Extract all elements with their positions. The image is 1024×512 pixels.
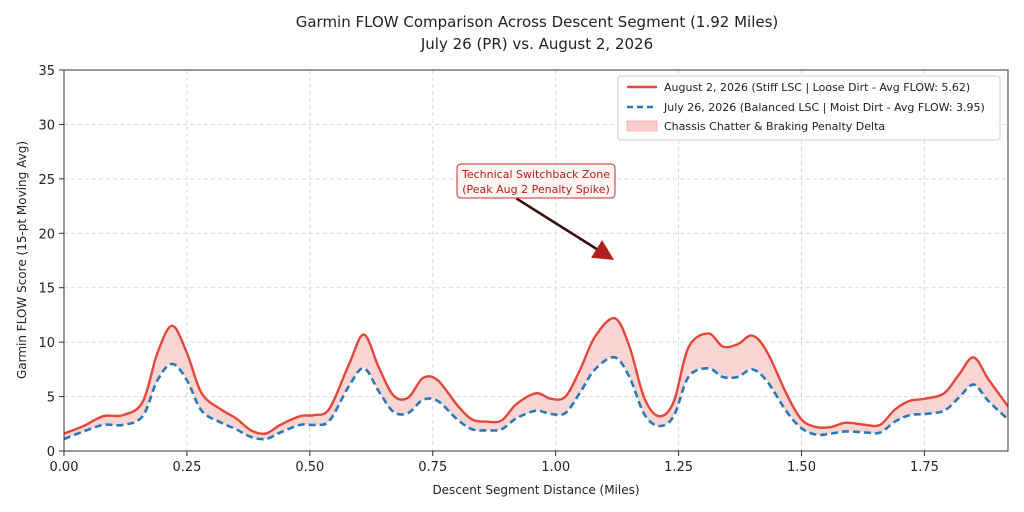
penalty-delta-fill-layer bbox=[64, 318, 1008, 440]
chart-subtitle: July 26 (PR) vs. August 2, 2026 bbox=[420, 35, 653, 53]
y-tick-label-4: 20 bbox=[38, 227, 55, 242]
y-tick-label-1: 5 bbox=[47, 391, 55, 406]
y-tick-label-7: 35 bbox=[38, 64, 55, 79]
penalty-delta-fill bbox=[64, 318, 1008, 440]
annotation-text-line-1: (Peak Aug 2 Penalty Spike) bbox=[462, 183, 610, 196]
x-tick-label-6: 1.50 bbox=[787, 460, 816, 475]
y-tick-label-5: 25 bbox=[38, 173, 55, 188]
x-axis-label: Descent Segment Distance (Miles) bbox=[432, 483, 639, 497]
legend-box bbox=[617, 75, 1001, 141]
y-tick-label-2: 10 bbox=[38, 336, 55, 351]
annotation: Technical Switchback Zone (Peak Aug 2 Pen… bbox=[456, 163, 616, 261]
y-tick-label-6: 30 bbox=[38, 118, 55, 133]
legend-label-penalty-delta: Chassis Chatter & Braking Penalty Delta bbox=[664, 120, 885, 133]
x-tick-label-4: 1.00 bbox=[541, 460, 570, 475]
series-line-jul26 bbox=[63, 355, 1009, 441]
y-axis-label: Garmin FLOW Score (15-pt Moving Avg) bbox=[15, 141, 29, 379]
annotation-arrow bbox=[515, 197, 615, 261]
x-tick-label-1: 0.25 bbox=[172, 460, 201, 475]
series-layer bbox=[63, 316, 1009, 441]
plot-frame bbox=[63, 69, 1009, 452]
x-tick-label-0: 0.00 bbox=[50, 460, 79, 475]
y-tick-label-3: 15 bbox=[38, 282, 55, 297]
x-tick-label-5: 1.25 bbox=[664, 460, 693, 475]
legend-swatch-penalty-delta bbox=[626, 120, 658, 132]
ticks: 0.00 0.25 0.50 0.75 1.00 1.25 1.50 1.75 0 5 10 15 20… bbox=[38, 64, 938, 475]
annotation-text-line-0: Technical Switchback Zone bbox=[461, 168, 610, 181]
legend-label-aug2: August 2, 2026 (Stiff LSC | Loose Dirt -… bbox=[664, 81, 970, 94]
legend-label-jul26: July 26, 2026 (Balanced LSC | Moist Dirt… bbox=[663, 101, 985, 114]
y-tick-label-0: 0 bbox=[47, 445, 55, 460]
annotation-box bbox=[456, 163, 616, 199]
x-tick-label-3: 0.75 bbox=[418, 460, 447, 475]
x-tick-label-2: 0.50 bbox=[295, 460, 324, 475]
legend: August 2, 2026 (Stiff LSC | Loose Dirt -… bbox=[617, 75, 1001, 141]
x-tick-label-7: 1.75 bbox=[910, 460, 939, 475]
series-line-aug2 bbox=[63, 316, 1009, 436]
chart-title: Garmin FLOW Comparison Across Descent Se… bbox=[296, 13, 779, 31]
